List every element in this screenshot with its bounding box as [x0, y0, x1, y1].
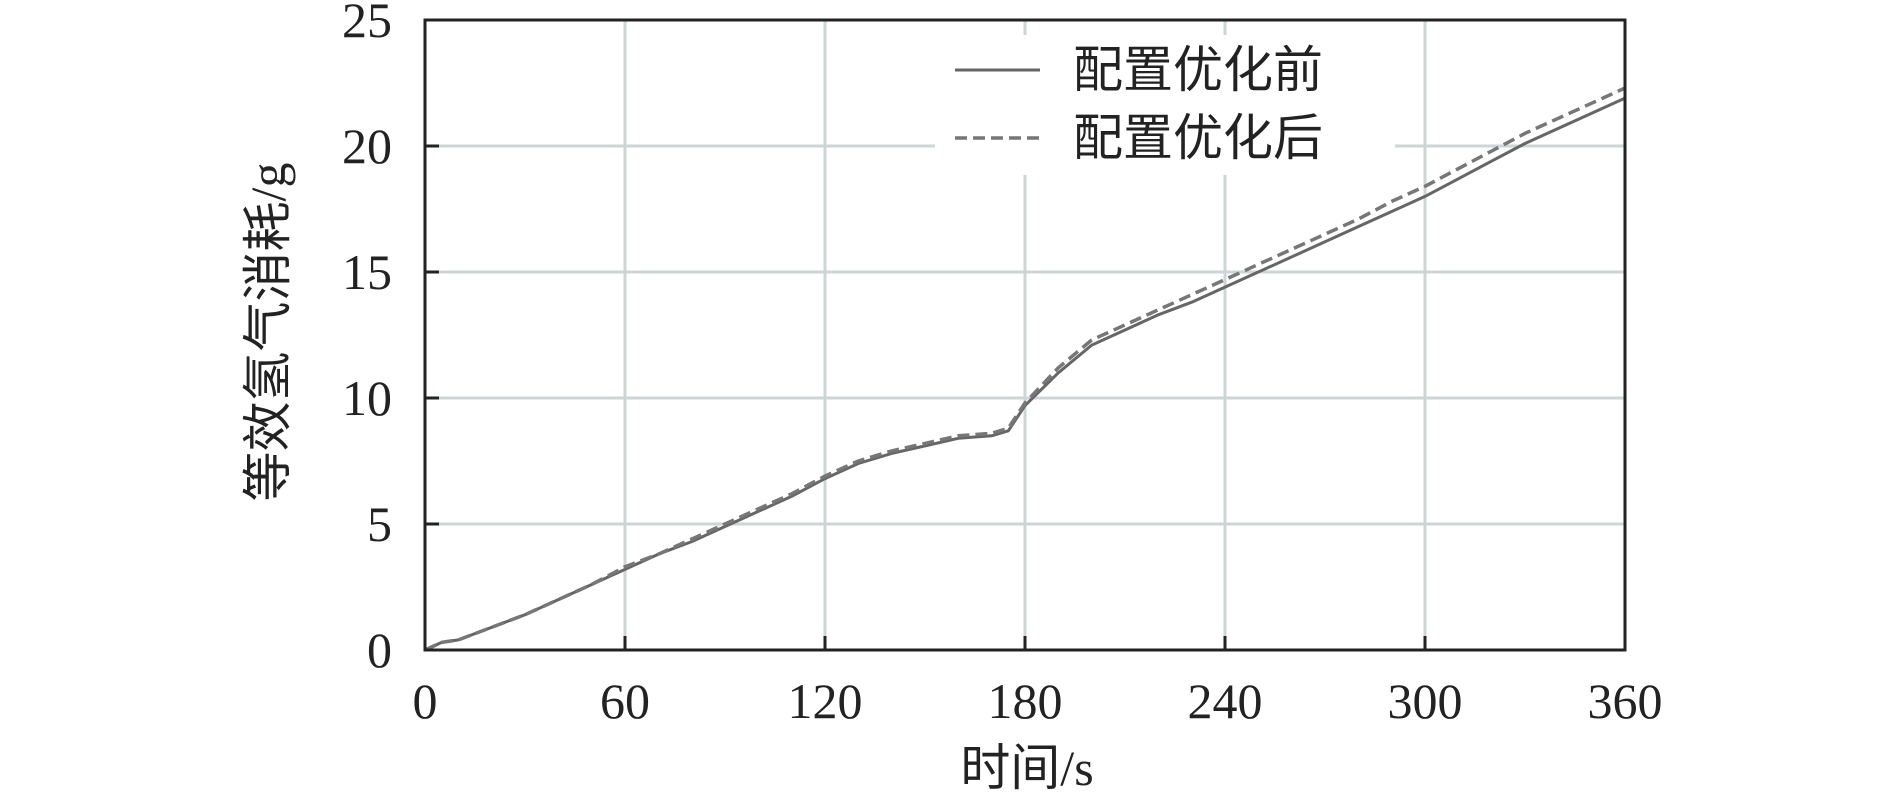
axes — [423, 18, 1627, 652]
x-tick-labels: 0 60 120 180 240 300 360 — [413, 673, 1663, 729]
y-tick-label-5: 25 — [342, 0, 392, 48]
x-tick-label-3: 180 — [988, 673, 1063, 729]
x-tick-label-0: 0 — [413, 673, 438, 729]
y-tick-label-0: 0 — [367, 622, 392, 678]
legend-label-after: 配置优化后 — [1073, 110, 1323, 166]
y-tick-label-4: 20 — [342, 118, 392, 174]
x-tick-label-4: 240 — [1188, 673, 1263, 729]
y-tick-label-3: 15 — [342, 244, 392, 300]
y-tick-label-2: 10 — [342, 370, 392, 426]
x-tick-label-6: 360 — [1588, 673, 1663, 729]
legend-label-before: 配置优化前 — [1073, 42, 1323, 98]
y-tick-labels: 0 5 10 15 20 25 — [342, 0, 392, 678]
series-lines — [424, 86, 1626, 652]
legend-background — [935, 35, 1395, 175]
y-tick-label-1: 5 — [367, 496, 392, 552]
series-line-after — [424, 86, 1626, 652]
y-axis-label: 等效氢气消耗/g — [240, 163, 296, 502]
x-axis-label: 时间/s — [960, 740, 1093, 793]
legend: 配置优化前 配置优化后 — [935, 35, 1395, 175]
x-tick-label-2: 120 — [788, 673, 863, 729]
x-tick-label-5: 300 — [1388, 673, 1463, 729]
x-tick-label-1: 60 — [600, 673, 650, 729]
